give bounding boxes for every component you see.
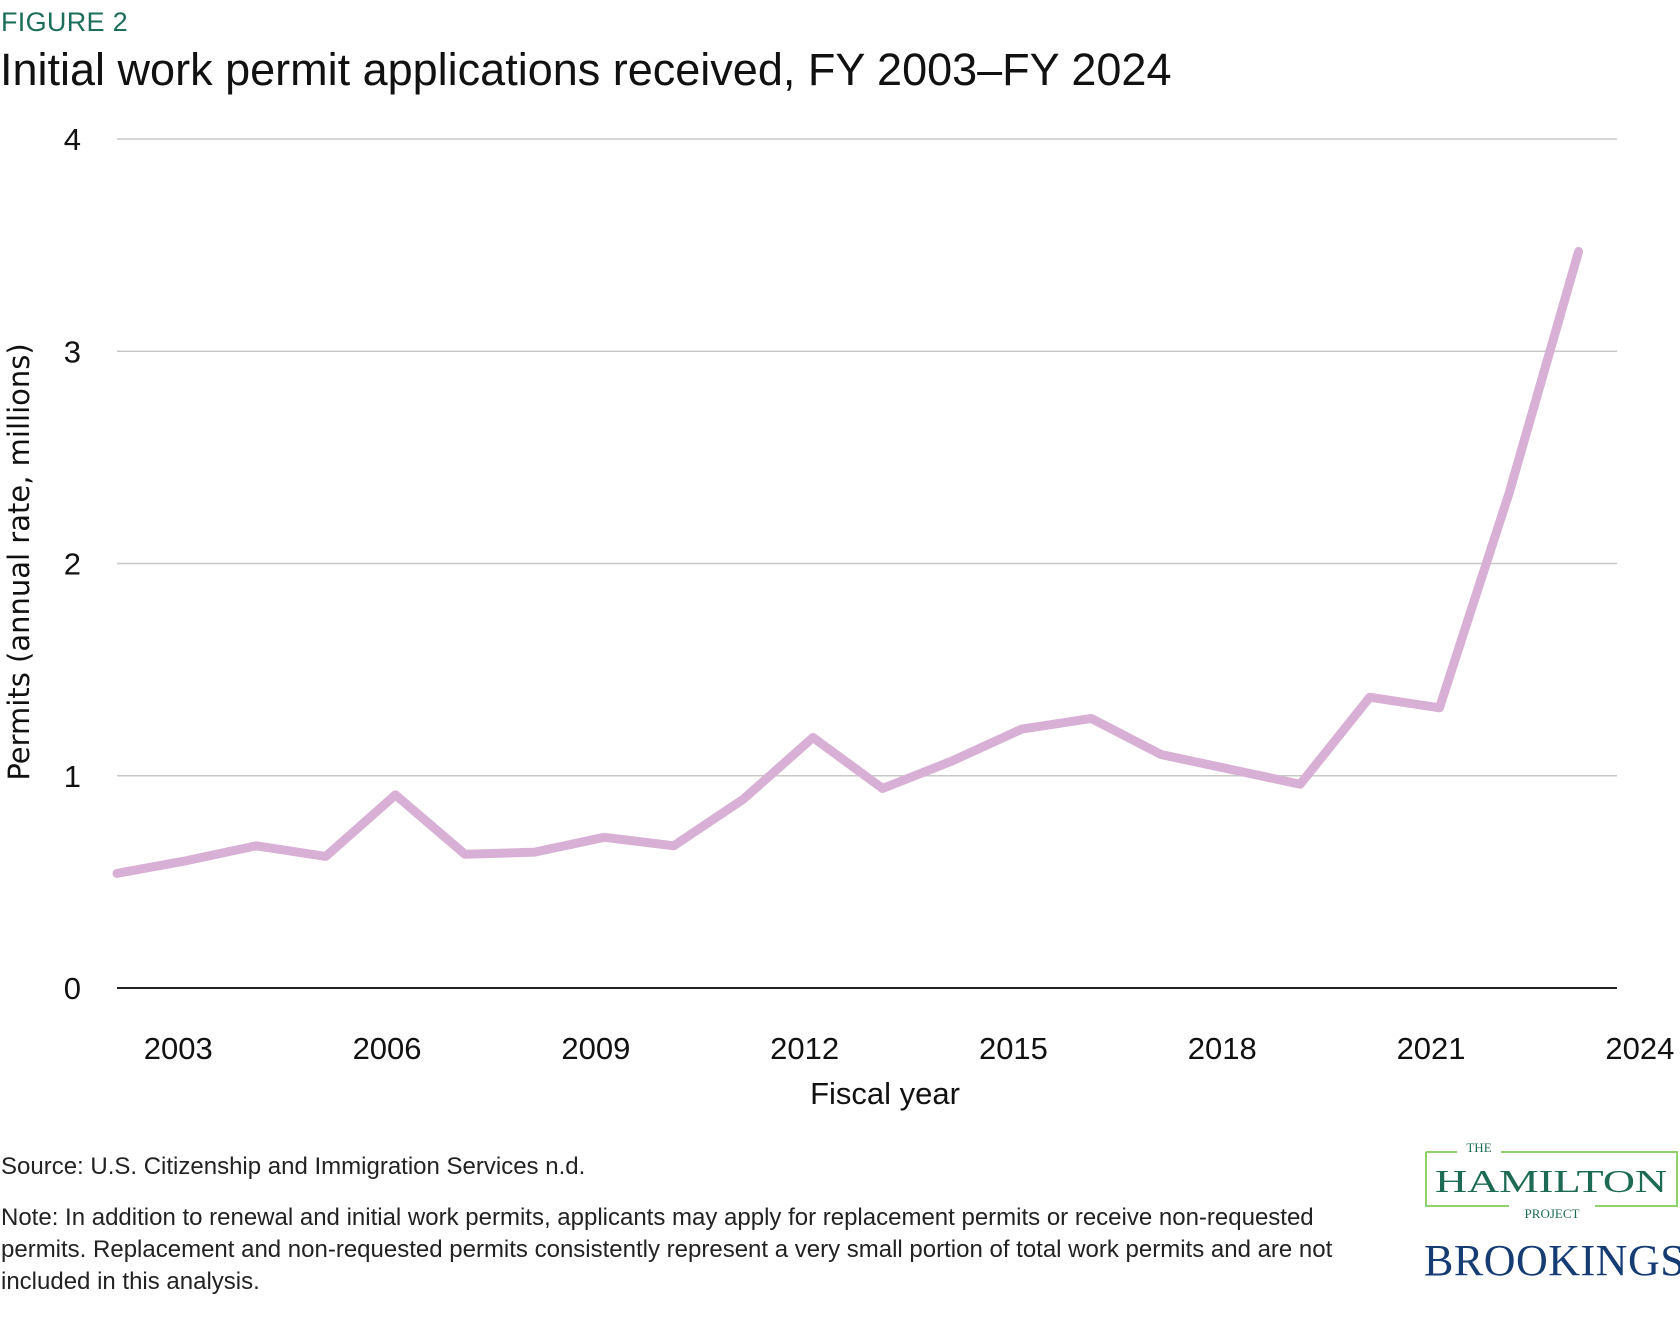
brookings-logo: BROOKINGS (1424, 1236, 1680, 1285)
x-tick-label: 2003 (144, 1031, 213, 1066)
y-tick-label: 4 (64, 122, 81, 157)
x-tick-label: 2009 (561, 1031, 630, 1066)
logo-project: PROJECT (1525, 1206, 1580, 1221)
x-tick-label: 2018 (1188, 1031, 1257, 1066)
y-tick-label: 1 (64, 759, 81, 794)
y-tick-label: 0 (64, 971, 81, 1006)
x-tick-label: 2024 (1605, 1031, 1674, 1066)
x-tick-label: 2006 (353, 1031, 422, 1066)
y-tick-label: 3 (64, 334, 81, 369)
figure-label: FIGURE 2 (1, 7, 128, 37)
y-tick-label: 2 (64, 547, 81, 582)
logo-the: THE (1466, 1140, 1491, 1155)
note-text: Note: In addition to renewal and initial… (1, 1204, 1333, 1295)
line-chart: 0 1 2 3 4 2003 2006 2009 2012 2015 2018 2021 2024 P… (2, 122, 1674, 1111)
x-axis-label: Fiscal year (810, 1076, 960, 1111)
logo-hamilton: HAMILTON (1435, 1163, 1667, 1199)
x-tick-label: 2015 (979, 1031, 1048, 1066)
source-text: Source: U.S. Citizenship and Immigration… (1, 1153, 586, 1180)
chart-title: Initial work permit applications receive… (0, 44, 1172, 95)
y-axis-label: Permits (annual rate, millions) (2, 343, 36, 780)
hamilton-project-logo: THE HAMILTON PROJECT (1425, 1140, 1678, 1221)
x-tick-label: 2012 (770, 1031, 839, 1066)
x-tick-label: 2021 (1397, 1031, 1466, 1066)
series-line (112, 246, 1584, 878)
